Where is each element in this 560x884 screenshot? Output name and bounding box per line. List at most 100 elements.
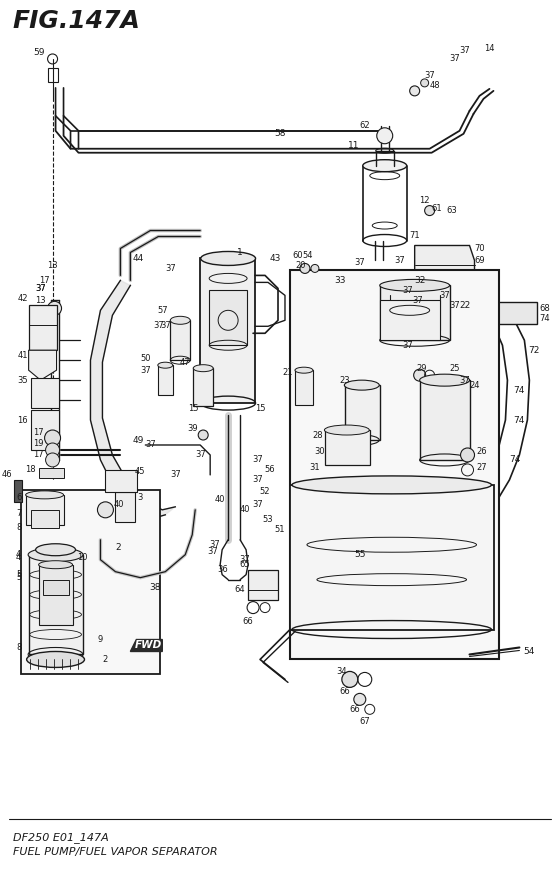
Text: 48: 48	[430, 81, 440, 90]
Text: 15: 15	[188, 404, 198, 413]
Circle shape	[45, 430, 60, 446]
Text: 28: 28	[312, 431, 323, 439]
Bar	[497, 302, 538, 324]
Ellipse shape	[158, 362, 173, 368]
Bar	[31, 510, 59, 528]
Text: 1: 1	[237, 248, 243, 257]
Text: 19: 19	[34, 439, 44, 448]
Text: 37: 37	[35, 284, 46, 293]
Text: 17: 17	[33, 451, 44, 460]
Text: 37: 37	[195, 451, 206, 460]
Bar	[419, 380, 469, 460]
Text: 39: 39	[187, 423, 198, 432]
Bar	[48, 68, 58, 82]
Text: 37: 37	[459, 376, 470, 385]
Text: 37: 37	[208, 547, 218, 556]
Circle shape	[342, 672, 358, 688]
Bar	[31, 378, 59, 408]
Circle shape	[45, 453, 59, 467]
Bar	[380, 286, 450, 340]
Text: 71: 71	[409, 231, 420, 240]
Text: 13: 13	[35, 296, 46, 305]
Circle shape	[421, 79, 428, 87]
Text: 37: 37	[140, 366, 151, 375]
Ellipse shape	[292, 476, 492, 494]
Text: FIG.147A: FIG.147A	[13, 9, 141, 33]
Text: 30: 30	[315, 447, 325, 456]
Text: 12: 12	[419, 196, 430, 205]
Text: 31: 31	[310, 463, 320, 472]
Ellipse shape	[36, 544, 76, 556]
Ellipse shape	[295, 367, 313, 373]
Text: 66: 66	[349, 705, 360, 714]
Polygon shape	[130, 639, 162, 652]
Text: 74: 74	[514, 385, 525, 394]
Ellipse shape	[200, 251, 255, 265]
Circle shape	[311, 264, 319, 272]
Text: 16: 16	[17, 415, 28, 424]
Circle shape	[354, 693, 366, 705]
Bar	[193, 368, 213, 406]
Text: 66: 66	[242, 617, 254, 626]
Text: 67: 67	[360, 717, 370, 726]
Text: 37: 37	[240, 555, 250, 564]
Bar	[29, 555, 83, 654]
Text: 68: 68	[539, 304, 550, 313]
Text: 33: 33	[334, 276, 346, 285]
Polygon shape	[29, 350, 57, 380]
Circle shape	[460, 448, 474, 462]
Bar	[248, 569, 278, 599]
Text: 37: 37	[253, 455, 263, 464]
Text: 46: 46	[1, 470, 12, 479]
Ellipse shape	[324, 425, 369, 435]
Text: 74: 74	[539, 314, 550, 323]
Text: 10: 10	[77, 553, 88, 562]
Bar	[31, 410, 59, 450]
Text: 36: 36	[218, 565, 228, 575]
Circle shape	[377, 128, 393, 144]
Text: 4: 4	[16, 553, 21, 562]
Text: 35: 35	[17, 376, 28, 385]
Text: 43: 43	[269, 254, 281, 263]
Text: 2: 2	[115, 544, 121, 552]
Text: 17: 17	[33, 428, 44, 437]
Text: 27: 27	[476, 463, 487, 472]
Text: 37: 37	[253, 476, 263, 484]
Text: 50: 50	[140, 354, 151, 362]
Text: 37: 37	[165, 264, 176, 273]
Text: 34: 34	[337, 667, 347, 676]
Text: 37: 37	[439, 291, 450, 300]
Text: 37: 37	[170, 470, 181, 479]
Text: 56: 56	[265, 466, 276, 475]
Bar	[200, 258, 255, 403]
Ellipse shape	[28, 548, 83, 561]
Bar	[290, 271, 500, 659]
Text: 37: 37	[402, 340, 413, 350]
Text: 69: 69	[474, 256, 485, 265]
Ellipse shape	[363, 160, 407, 171]
Text: 44: 44	[133, 254, 144, 263]
Circle shape	[198, 430, 208, 440]
Text: DF250 E01_147A: DF250 E01_147A	[13, 832, 109, 843]
Text: 7: 7	[16, 509, 21, 518]
Text: 65: 65	[240, 560, 250, 569]
Text: 2: 2	[103, 655, 108, 664]
Polygon shape	[91, 280, 175, 520]
Text: 63: 63	[446, 206, 457, 215]
Text: 66: 66	[339, 687, 350, 696]
Circle shape	[410, 86, 419, 95]
Circle shape	[48, 301, 62, 316]
Text: 54: 54	[303, 251, 313, 260]
Text: 53: 53	[263, 515, 273, 524]
Text: 37: 37	[145, 440, 156, 449]
Bar	[39, 565, 72, 625]
Text: 47: 47	[180, 358, 190, 367]
Text: 52: 52	[260, 487, 270, 497]
Text: 61: 61	[431, 204, 442, 213]
Text: 40: 40	[113, 500, 124, 509]
Text: 70: 70	[474, 244, 485, 253]
Ellipse shape	[344, 380, 379, 390]
Bar	[21, 490, 160, 674]
Text: 74: 74	[508, 455, 520, 464]
Ellipse shape	[39, 560, 72, 568]
